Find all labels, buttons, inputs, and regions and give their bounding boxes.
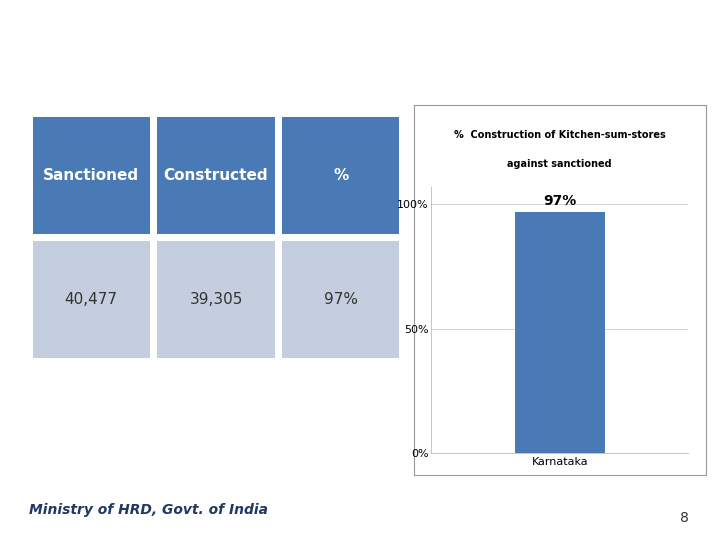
Text: 97%: 97%: [543, 194, 577, 208]
Text: Ministry of HRD, Govt. of India: Ministry of HRD, Govt. of India: [29, 503, 268, 517]
Bar: [32, 241, 150, 358]
Text: %  Construction of Kitchen-sum-stores: % Construction of Kitchen-sum-stores: [454, 130, 666, 140]
Bar: [515, 212, 605, 453]
Text: 8: 8: [680, 511, 688, 525]
Text: 40,477: 40,477: [65, 292, 117, 307]
Text: 97%: 97%: [324, 292, 358, 307]
Text: 39,305: 39,305: [189, 292, 243, 307]
Text: against sanctioned: against sanctioned: [508, 159, 612, 170]
Text: Constructed: Constructed: [163, 168, 269, 183]
Text: Construction of Kitchen-cum-Stores: Construction of Kitchen-cum-Stores: [135, 22, 585, 42]
Text: Sanctioned: Sanctioned: [43, 168, 139, 183]
Bar: [32, 117, 150, 234]
Bar: [282, 117, 400, 234]
Bar: [282, 241, 400, 358]
Text: (Primary & U. Primary): (Primary & U. Primary): [217, 62, 503, 82]
Bar: [158, 241, 274, 358]
Bar: [158, 117, 274, 234]
Text: %: %: [333, 168, 348, 183]
